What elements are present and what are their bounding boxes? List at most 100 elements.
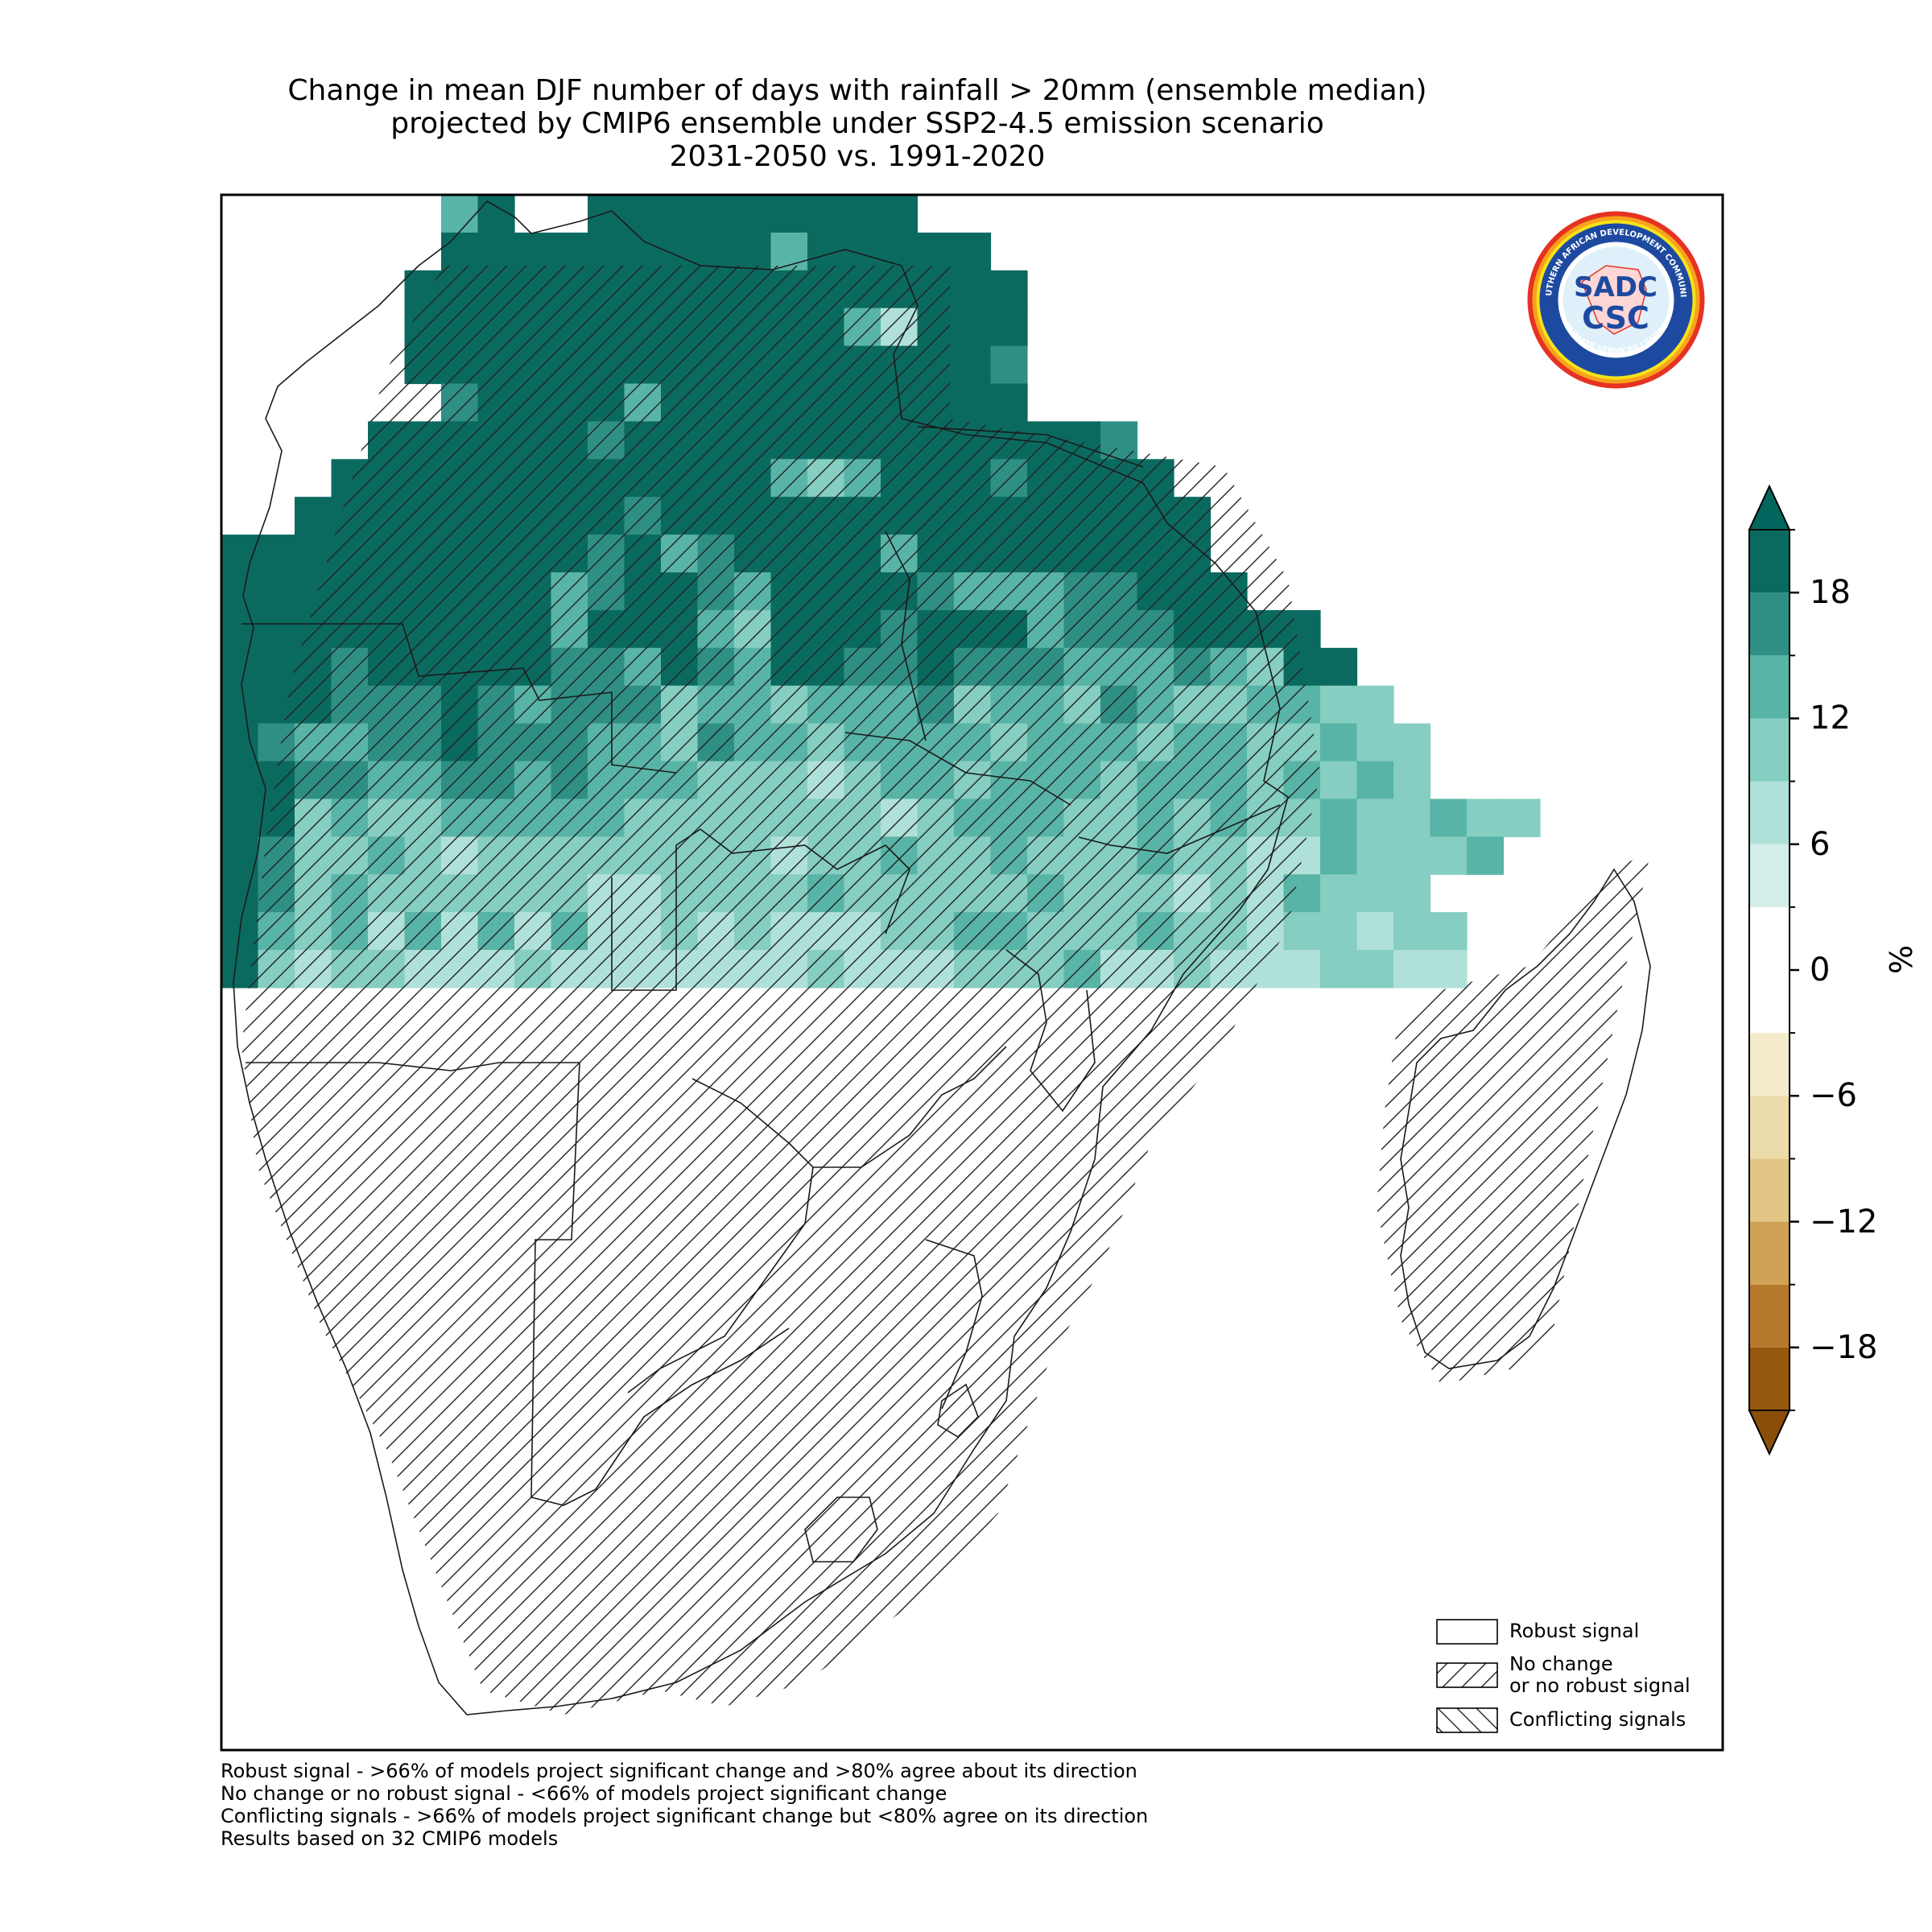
grid-cell bbox=[697, 195, 735, 233]
border-drc-zambia bbox=[700, 828, 910, 935]
grid-cell bbox=[881, 195, 919, 233]
grid-cell bbox=[954, 383, 992, 422]
grid-cell bbox=[1320, 874, 1358, 913]
grid-cell bbox=[1393, 874, 1431, 913]
grid-cell bbox=[917, 232, 955, 271]
grid-cell bbox=[221, 836, 259, 875]
grid-cell bbox=[1283, 950, 1321, 989]
colorbar-segment bbox=[1749, 781, 1790, 844]
grid-cell bbox=[221, 685, 259, 724]
grid-cell bbox=[1393, 761, 1431, 799]
grid-cell bbox=[1467, 836, 1505, 875]
colorbar-segment bbox=[1749, 718, 1790, 782]
border-eswatini bbox=[937, 1383, 979, 1439]
grid-cell bbox=[221, 572, 259, 611]
logo-mark-line2: CSC bbox=[1582, 300, 1649, 336]
border-lesotho bbox=[804, 1496, 878, 1563]
grid-cell bbox=[1356, 799, 1394, 837]
grid-cell bbox=[514, 232, 552, 271]
border-drc-angola bbox=[242, 623, 677, 774]
grid-cell bbox=[258, 535, 295, 573]
colorbar-tick-label: −18 bbox=[1810, 1328, 1878, 1366]
grid-cell bbox=[1430, 799, 1468, 837]
colorbar-segment bbox=[1749, 844, 1790, 907]
grid-cell bbox=[295, 497, 332, 535]
border-lake-tanganyika bbox=[885, 530, 927, 741]
title-line-2: projected by CMIP6 ensemble under SSP2-4… bbox=[390, 107, 1324, 140]
grid-cell bbox=[624, 195, 662, 233]
grid-cell bbox=[1356, 912, 1394, 951]
grid-cell bbox=[1467, 799, 1505, 837]
title-line-3: 2031-2050 vs. 1991-2020 bbox=[669, 140, 1046, 173]
grid-cell bbox=[588, 232, 625, 271]
grid-cell bbox=[1320, 799, 1358, 837]
grid-cell bbox=[1320, 912, 1358, 951]
border-botswana-zimbabwe bbox=[627, 1166, 814, 1393]
colorbar bbox=[1748, 484, 1799, 1456]
grid-cell bbox=[1283, 912, 1321, 951]
grid-cell bbox=[1320, 723, 1358, 762]
grid-cell bbox=[221, 799, 259, 837]
legend-label-robust: Robust signal bbox=[1509, 1620, 1640, 1642]
grid-cell bbox=[1356, 761, 1394, 799]
legend-swatch-robust bbox=[1436, 1619, 1498, 1645]
grid-cell bbox=[1393, 723, 1431, 762]
border-zambia-zimbabwe bbox=[691, 1046, 1007, 1168]
grid-cell bbox=[954, 270, 992, 309]
grid-cell bbox=[990, 270, 1028, 309]
border-malawi bbox=[1005, 949, 1096, 1113]
logo-mark-line1: SADC bbox=[1574, 271, 1657, 303]
grid-cell bbox=[1320, 685, 1358, 724]
colorbar-segment bbox=[1749, 530, 1790, 593]
grid-cell bbox=[1320, 761, 1358, 799]
grid-cell bbox=[441, 195, 479, 233]
grid-cell bbox=[477, 232, 515, 271]
grid-cell bbox=[1356, 836, 1394, 875]
grid-cell bbox=[770, 195, 808, 233]
colorbar-tick-label: 0 bbox=[1810, 952, 1831, 989]
colorbar-tick-label: 12 bbox=[1810, 700, 1851, 737]
hatch-region-mainland bbox=[242, 266, 1320, 1715]
mainland-coastline bbox=[233, 200, 1289, 1715]
grid-cell bbox=[990, 383, 1028, 422]
grid-cell bbox=[258, 647, 295, 687]
grid-cell bbox=[1393, 799, 1431, 837]
colorbar-segment bbox=[1749, 1347, 1790, 1410]
grid-cell bbox=[1356, 874, 1394, 913]
grid-cell bbox=[1356, 950, 1394, 989]
grid-cell bbox=[1393, 950, 1431, 989]
grid-cell bbox=[1393, 912, 1431, 951]
colorbar-extend-min bbox=[1748, 1410, 1791, 1456]
colorbar-tick-label: −6 bbox=[1810, 1077, 1857, 1115]
grid-cell bbox=[1430, 950, 1468, 989]
legend-label-no-robust: No change or no robust signal bbox=[1509, 1653, 1690, 1697]
grid-cell bbox=[221, 874, 259, 913]
grid-cell bbox=[221, 723, 259, 762]
border-namibia-botswana bbox=[530, 1062, 580, 1506]
grid-cell bbox=[1320, 647, 1358, 687]
grid-cell bbox=[258, 572, 295, 611]
grid-cell bbox=[734, 195, 772, 233]
grid-cell bbox=[221, 535, 259, 573]
colorbar-segment bbox=[1749, 1096, 1790, 1159]
border-zambia-tanzania bbox=[844, 732, 1071, 806]
legend-label-no-robust-line1: No change bbox=[1509, 1653, 1613, 1675]
footnote-4: Results based on 32 CMIP6 models bbox=[221, 1827, 559, 1850]
map-frame bbox=[220, 193, 1724, 1752]
grid-cell bbox=[734, 232, 772, 271]
legend-label-conflicting: Conflicting signals bbox=[1509, 1708, 1686, 1731]
border-sa-botswana bbox=[563, 1327, 790, 1506]
colorbar-segment bbox=[1749, 1221, 1790, 1285]
colorbar-segment bbox=[1749, 906, 1790, 1034]
grid-cell bbox=[1320, 836, 1358, 875]
legend-swatch-no-robust bbox=[1436, 1662, 1498, 1688]
colorbar-tick-label: 18 bbox=[1810, 574, 1851, 612]
grid-cell bbox=[221, 761, 259, 799]
colorbar-tick-label: 6 bbox=[1810, 825, 1831, 863]
grid-cell bbox=[551, 232, 588, 271]
legend-swatch-conflicting bbox=[1436, 1707, 1498, 1733]
grid-cell bbox=[844, 195, 881, 233]
grid-cell bbox=[1320, 950, 1358, 989]
legend-label-no-robust-line2: or no robust signal bbox=[1509, 1674, 1690, 1697]
